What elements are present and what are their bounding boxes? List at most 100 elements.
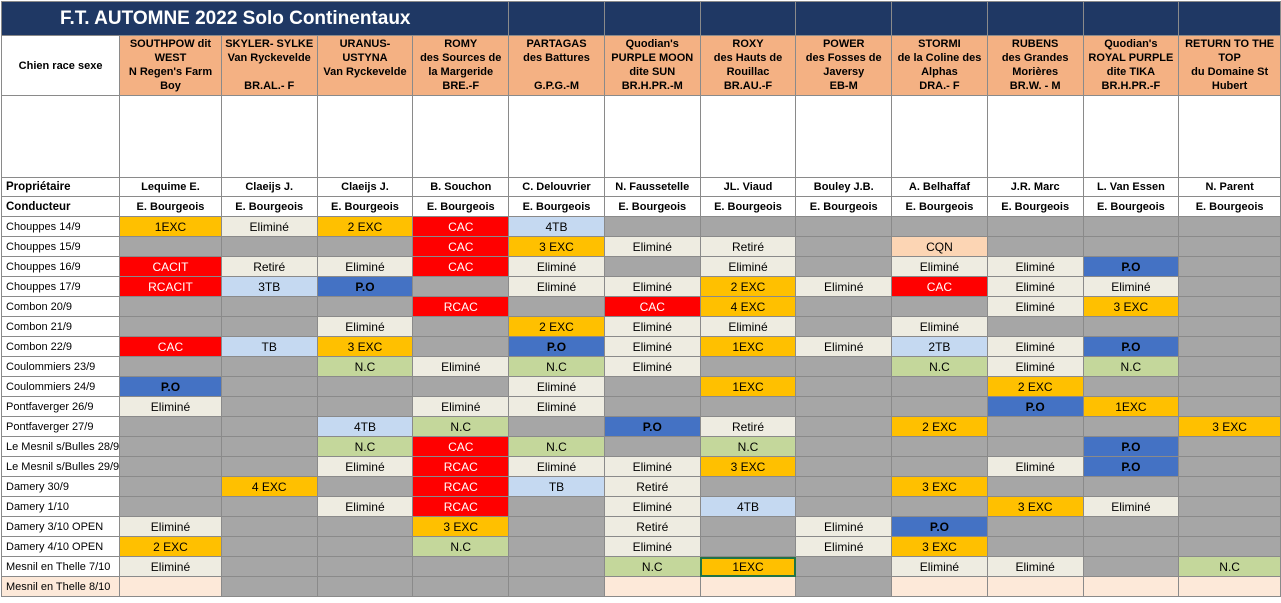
result-cell[interactable] — [1178, 576, 1281, 597]
result-cell[interactable] — [1082, 576, 1180, 597]
result-cell[interactable]: 3 EXC — [316, 336, 414, 357]
result-cell[interactable]: 3TB — [220, 276, 318, 297]
result-cell[interactable] — [795, 456, 893, 477]
result-cell[interactable]: 1EXC — [119, 216, 222, 237]
header-navy-cell[interactable] — [699, 1, 797, 36]
result-cell[interactable] — [316, 396, 414, 417]
trial-date-cell[interactable]: Pontfaverger 26/9 — [0, 396, 121, 417]
result-cell[interactable]: P.O — [508, 336, 605, 357]
result-cell[interactable] — [795, 476, 893, 497]
handler-cell[interactable]: E. Bourgeois — [316, 196, 414, 217]
dog-name-cell[interactable]: SKYLER- SYLKE Van Ryckevelde BR.AL.- F — [220, 35, 318, 96]
result-cell[interactable] — [1178, 276, 1281, 297]
label-proprietaire[interactable]: Propriétaire — [0, 177, 121, 197]
handler-cell[interactable]: E. Bourgeois — [699, 196, 797, 217]
result-cell[interactable] — [119, 236, 222, 257]
result-cell[interactable] — [986, 236, 1084, 257]
result-cell[interactable] — [316, 296, 414, 317]
result-cell[interactable] — [220, 456, 318, 477]
result-cell[interactable]: Eliminé — [316, 496, 414, 517]
result-cell[interactable]: Eliminé — [699, 256, 797, 277]
dog-name-cell[interactable]: POWER des Fosses de Javersy EB-M — [795, 35, 893, 96]
result-cell[interactable]: 1EXC — [699, 376, 797, 397]
dog-photo-cell[interactable] — [412, 95, 510, 178]
result-cell[interactable] — [795, 296, 893, 317]
dog-name-cell[interactable]: ROXY des Hauts de Rouillac BR.AU.-F — [699, 35, 797, 96]
result-cell[interactable] — [1178, 516, 1281, 537]
handler-cell[interactable]: E. Bourgeois — [508, 196, 605, 217]
trial-date-cell[interactable]: Chouppes 15/9 — [0, 236, 121, 257]
result-cell[interactable]: Eliminé — [508, 456, 605, 477]
result-cell[interactable]: CAC — [412, 256, 510, 277]
result-cell[interactable]: Eliminé — [603, 316, 701, 337]
handler-cell[interactable]: E. Bourgeois — [1082, 196, 1180, 217]
result-cell[interactable] — [603, 576, 701, 597]
dog-photo-cell[interactable] — [891, 95, 988, 178]
result-cell[interactable] — [508, 536, 605, 557]
result-cell[interactable]: 2TB — [891, 336, 988, 357]
result-cell[interactable]: 1EXC — [699, 556, 797, 577]
result-cell[interactable]: Eliminé — [986, 296, 1084, 317]
result-cell[interactable]: 4 EXC — [699, 296, 797, 317]
result-cell[interactable] — [603, 256, 701, 277]
result-cell[interactable]: CAC — [412, 216, 510, 237]
owner-cell[interactable]: Claeijs J. — [220, 177, 318, 197]
result-cell[interactable] — [699, 356, 797, 377]
result-cell[interactable] — [220, 436, 318, 457]
result-cell[interactable]: Eliminé — [508, 376, 605, 397]
result-cell[interactable] — [795, 396, 893, 417]
result-cell[interactable] — [699, 516, 797, 537]
result-cell[interactable] — [1178, 296, 1281, 317]
owner-cell[interactable]: N. Faussetelle — [603, 177, 701, 197]
dog-name-cell[interactable]: ROMY des Sources de la Margeride BRE.-F — [412, 35, 510, 96]
result-cell[interactable]: Eliminé — [1082, 276, 1180, 297]
header-navy-cell[interactable] — [986, 1, 1084, 36]
result-cell[interactable] — [1082, 376, 1180, 397]
result-cell[interactable] — [119, 456, 222, 477]
trial-date-cell[interactable]: Damery 3/10 OPEN — [0, 516, 121, 537]
result-cell[interactable]: N.C — [699, 436, 797, 457]
result-cell[interactable]: Retiré — [699, 416, 797, 437]
header-navy-cell[interactable] — [1178, 1, 1281, 36]
result-cell[interactable]: 4 EXC — [220, 476, 318, 497]
result-cell[interactable] — [795, 496, 893, 517]
result-cell[interactable] — [603, 396, 701, 417]
handler-cell[interactable]: E. Bourgeois — [220, 196, 318, 217]
result-cell[interactable]: CAC — [119, 336, 222, 357]
result-cell[interactable] — [508, 576, 605, 597]
dog-photo-cell[interactable] — [1178, 95, 1281, 178]
trial-date-cell[interactable]: Damery 30/9 — [0, 476, 121, 497]
result-cell[interactable] — [508, 416, 605, 437]
result-cell[interactable] — [795, 216, 893, 237]
result-cell[interactable]: Eliminé — [699, 316, 797, 337]
result-cell[interactable] — [795, 556, 893, 577]
result-cell[interactable] — [220, 536, 318, 557]
result-cell[interactable] — [891, 296, 988, 317]
result-cell[interactable] — [220, 516, 318, 537]
result-cell[interactable]: Retiré — [699, 236, 797, 257]
dog-name-cell[interactable]: Quodian's PURPLE MOON dite SUN BR.H.PR.-M — [603, 35, 701, 96]
result-cell[interactable] — [891, 436, 988, 457]
result-cell[interactable] — [1178, 456, 1281, 477]
result-cell[interactable] — [699, 576, 797, 597]
result-cell[interactable] — [508, 556, 605, 577]
result-cell[interactable]: 3 EXC — [412, 516, 510, 537]
owner-cell[interactable]: N. Parent — [1178, 177, 1281, 197]
result-cell[interactable]: 4TB — [699, 496, 797, 517]
result-cell[interactable]: 2 EXC — [986, 376, 1084, 397]
result-cell[interactable]: Eliminé — [119, 516, 222, 537]
result-cell[interactable]: Eliminé — [986, 556, 1084, 577]
trial-date-cell[interactable]: Mesnil en Thelle 8/10 — [0, 576, 121, 597]
result-cell[interactable]: 2 EXC — [891, 416, 988, 437]
dog-photo-cell[interactable] — [603, 95, 701, 178]
result-cell[interactable]: 3 EXC — [891, 476, 988, 497]
result-cell[interactable]: Eliminé — [316, 256, 414, 277]
result-cell[interactable] — [1178, 236, 1281, 257]
result-cell[interactable]: N.C — [508, 436, 605, 457]
result-cell[interactable]: Retiré — [603, 516, 701, 537]
result-cell[interactable] — [220, 556, 318, 577]
result-cell[interactable] — [316, 576, 414, 597]
result-cell[interactable] — [1178, 316, 1281, 337]
result-cell[interactable]: RCACIT — [119, 276, 222, 297]
trial-date-cell[interactable]: Combon 22/9 — [0, 336, 121, 357]
